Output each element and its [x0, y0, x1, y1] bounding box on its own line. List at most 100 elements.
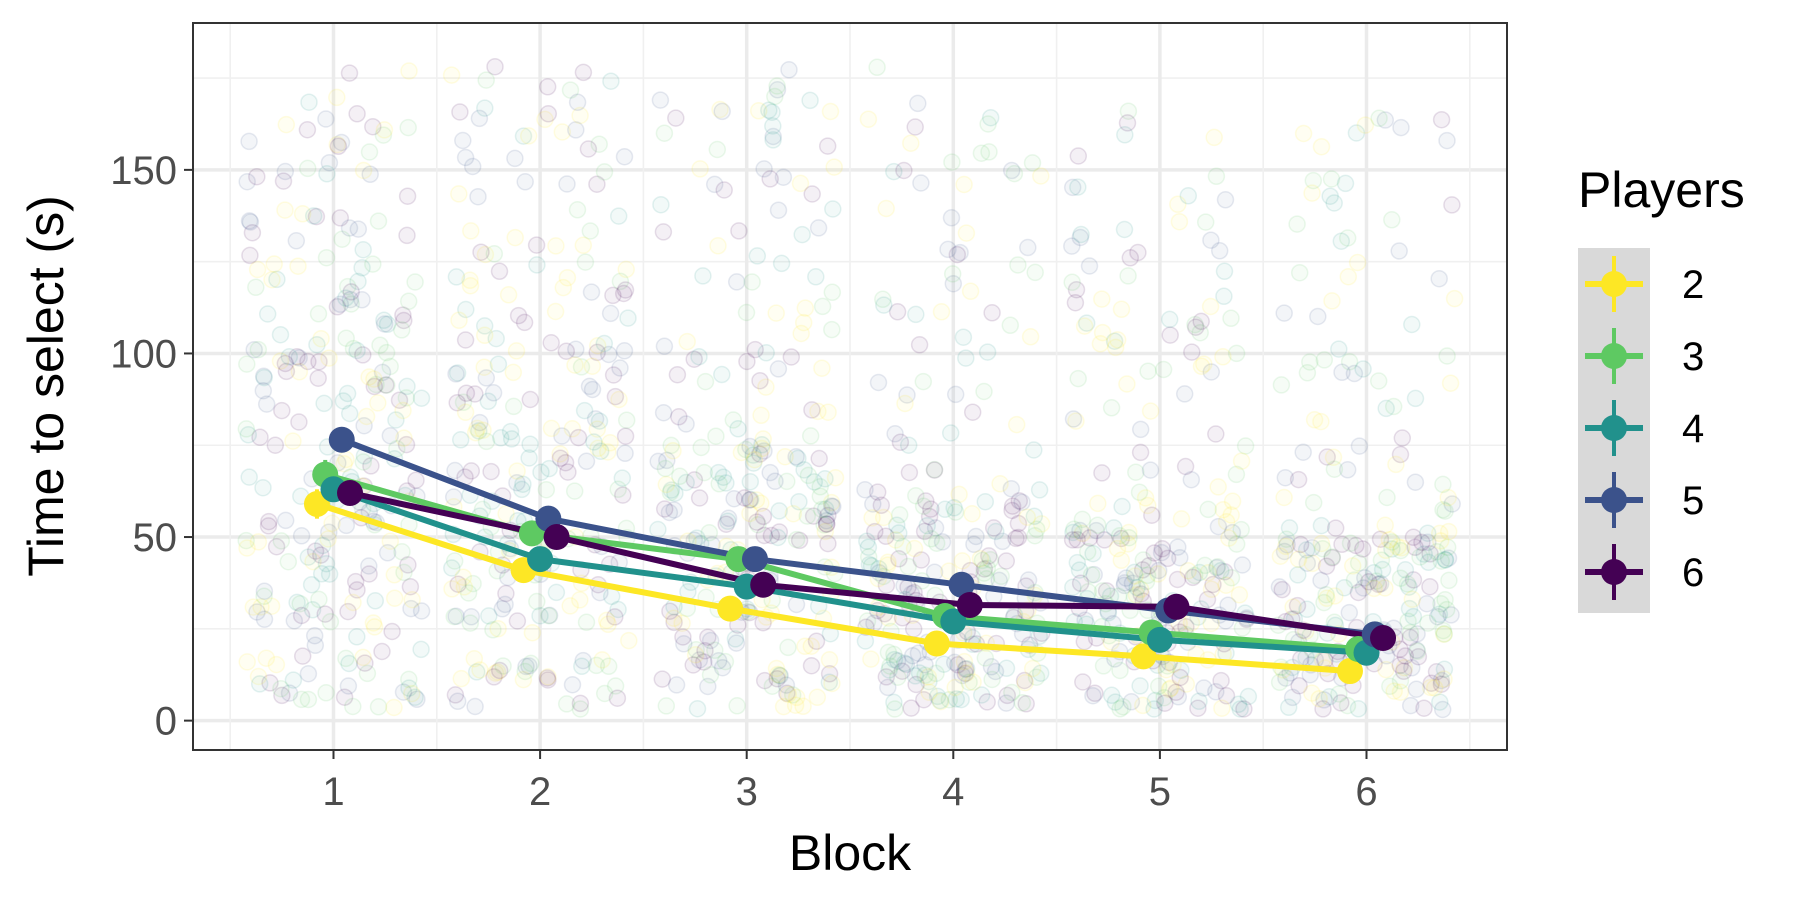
raw-point [998, 686, 1017, 705]
raw-point [955, 652, 974, 671]
raw-point [1018, 508, 1037, 526]
raw-point [811, 478, 829, 496]
raw-point [1439, 549, 1458, 567]
raw-point [539, 671, 557, 689]
raw-point [1350, 437, 1369, 455]
raw-point [1318, 589, 1336, 608]
raw-point [1235, 700, 1253, 718]
raw-point [563, 675, 582, 694]
raw-point [551, 449, 570, 467]
raw-point [349, 220, 368, 238]
raw-point [367, 375, 385, 394]
raw-point [699, 677, 717, 696]
raw-point [1432, 110, 1451, 129]
raw-point [496, 595, 514, 614]
raw-point [1315, 593, 1333, 612]
raw-point [801, 427, 820, 445]
raw-point [978, 693, 996, 711]
raw-point [949, 656, 967, 674]
raw-point [565, 482, 584, 500]
raw-point [1314, 700, 1332, 718]
raw-point [943, 265, 962, 283]
raw-point [1227, 344, 1246, 363]
raw-point [748, 247, 767, 265]
raw-point [1377, 399, 1395, 418]
data-point [1163, 593, 1190, 620]
raw-point [1145, 544, 1164, 562]
raw-point [465, 649, 484, 668]
raw-point [276, 354, 295, 373]
series-line-5 [338, 436, 1378, 638]
raw-point [1209, 517, 1228, 536]
raw-point [715, 181, 733, 199]
raw-point [557, 342, 576, 360]
raw-point [975, 382, 993, 401]
raw-point [1185, 566, 1204, 585]
raw-point [802, 637, 821, 655]
raw-point [506, 149, 524, 168]
raw-point [571, 591, 589, 609]
raw-point [531, 607, 549, 625]
raw-point [1233, 556, 1252, 574]
raw-point [450, 311, 468, 330]
raw-point [1116, 126, 1134, 144]
raw-point [1019, 571, 1038, 589]
raw-point [820, 651, 839, 669]
raw-point [872, 496, 891, 515]
raw-point [675, 635, 693, 653]
raw-point [946, 503, 965, 521]
legend-label: 5 [1682, 479, 1704, 523]
raw-point [671, 467, 689, 486]
raw-point [1064, 578, 1082, 597]
raw-point [724, 411, 743, 429]
raw-point [687, 641, 705, 659]
raw-point [819, 403, 837, 421]
raw-point [563, 420, 582, 438]
data-point [750, 571, 777, 598]
raw-point [1068, 553, 1087, 572]
raw-point [1068, 531, 1086, 549]
raw-point [1322, 170, 1341, 188]
raw-point [1312, 137, 1331, 156]
raw-point [823, 674, 841, 693]
raw-point [1377, 660, 1395, 679]
raw-point [317, 684, 335, 702]
raw-point [1406, 389, 1425, 408]
raw-point [309, 305, 328, 323]
raw-point [717, 515, 735, 533]
raw-point [395, 563, 413, 582]
raw-point [399, 556, 417, 574]
raw-point [583, 380, 602, 399]
raw-point [1160, 680, 1179, 699]
raw-point [948, 245, 967, 264]
raw-point [306, 542, 325, 560]
raw-point [822, 493, 841, 512]
raw-point [1199, 500, 1217, 519]
raw-point [1391, 656, 1409, 675]
raw-point [1310, 689, 1328, 708]
raw-point [577, 613, 596, 632]
raw-point [909, 94, 927, 113]
raw-point [538, 78, 557, 96]
raw-point [1136, 489, 1155, 507]
raw-point [1077, 314, 1096, 332]
raw-point [877, 199, 895, 218]
raw-point [568, 93, 587, 112]
data-point [328, 426, 355, 453]
series-line-2 [314, 501, 1353, 675]
raw-point [255, 587, 273, 606]
raw-point [239, 426, 258, 444]
raw-point [803, 185, 821, 203]
raw-point [907, 305, 925, 324]
raw-point [1209, 478, 1227, 496]
raw-point [891, 433, 910, 452]
raw-point [1161, 326, 1179, 344]
raw-point [339, 677, 358, 695]
raw-point [247, 278, 265, 297]
raw-point [448, 692, 467, 711]
raw-point [1383, 540, 1401, 558]
raw-point [1391, 683, 1410, 701]
raw-point [397, 435, 416, 454]
raw-point [587, 656, 606, 675]
